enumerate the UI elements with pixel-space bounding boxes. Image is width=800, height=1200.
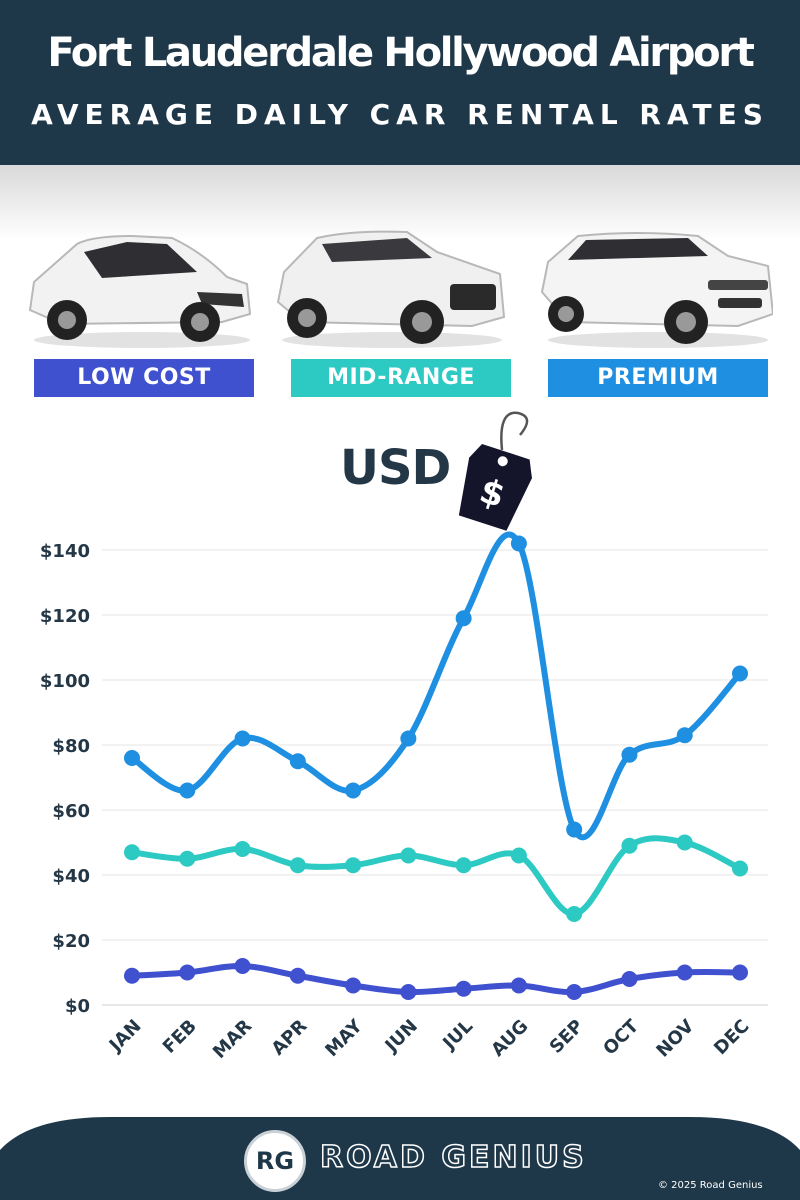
header-shadow [0, 165, 800, 240]
x-tick-label: OCT [599, 1015, 643, 1059]
data-point-premium [732, 665, 748, 682]
data-point-premium [400, 730, 417, 747]
data-point-low-cost [289, 967, 306, 984]
y-tick-label: $100 [40, 671, 90, 692]
data-point-premium [510, 535, 527, 552]
data-point-mid-range [732, 860, 748, 877]
car-mid-range-icon [276, 230, 506, 348]
data-point-mid-range [124, 844, 140, 861]
x-tick-label: FEB [159, 1016, 201, 1058]
x-tick-label: MAR [209, 1016, 256, 1063]
x-tick-label: JUN [380, 1016, 422, 1058]
rental-rate-chart: $0 $20 $40 $60 $80 $100 $120 $140 JAN FEB MAR APR MA… [40, 531, 768, 1063]
series-line-low-cost [129, 962, 743, 996]
y-tick-label: $20 [52, 931, 90, 952]
car-low-cost-icon [28, 234, 252, 348]
price-tag-icon: $ [458, 411, 532, 531]
x-tick-label: MAY [321, 1015, 367, 1061]
x-tick-label: JUL [438, 1016, 477, 1055]
x-tick-label: JAN [104, 1016, 146, 1058]
y-tick-label: $140 [40, 541, 90, 562]
footer-band [0, 1117, 800, 1200]
data-point-mid-range [400, 847, 417, 864]
data-point-premium [566, 821, 583, 838]
data-point-low-cost [510, 977, 527, 994]
data-point-mid-range [510, 847, 527, 864]
y-tick-label: $80 [52, 736, 90, 757]
data-point-premium [289, 753, 306, 770]
data-point-mid-range [179, 850, 196, 867]
data-point-low-cost [621, 971, 638, 987]
y-tick-label: $0 [65, 996, 90, 1017]
x-tick-label: APR [268, 1016, 312, 1060]
page-subtitle: AVERAGE DAILY CAR RENTAL RATES [31, 98, 769, 131]
badge-premium: PREMIUM [548, 359, 768, 397]
data-point-premium [345, 782, 362, 799]
x-tick-label: SEP [546, 1016, 588, 1058]
badge-low-cost: LOW COST [34, 359, 254, 397]
data-point-low-cost [732, 964, 748, 981]
footer-copyright: © 2025 Road Genius [658, 1180, 763, 1191]
series-line-mid-range [129, 835, 743, 917]
data-point-premium [621, 746, 638, 763]
y-tick-label: $60 [52, 801, 90, 822]
data-point-premium [455, 610, 472, 627]
data-point-low-cost [400, 984, 417, 1000]
data-point-mid-range [289, 857, 306, 874]
x-tick-label: AUG [487, 1016, 532, 1061]
data-point-low-cost [124, 967, 140, 984]
x-tick-label: DEC [710, 1016, 753, 1059]
currency-label: USD [340, 440, 451, 496]
y-tick-label: $120 [40, 606, 90, 627]
y-tick-label: $40 [52, 866, 90, 887]
series-line-premium [129, 531, 743, 841]
data-point-premium [676, 727, 693, 744]
data-point-mid-range [345, 857, 362, 874]
x-tick-label: NOV [652, 1016, 698, 1062]
data-point-premium [179, 782, 196, 799]
data-point-mid-range [676, 834, 693, 851]
footer-brand: ROAD GENIUS [319, 1139, 587, 1176]
data-point-low-cost [455, 980, 472, 997]
data-point-low-cost [179, 964, 196, 981]
header: Fort Lauderdale Hollywood Airport AVERAG… [0, 0, 800, 165]
data-point-mid-range [566, 906, 583, 922]
data-point-low-cost [566, 984, 583, 1000]
car-premium-icon [540, 232, 773, 348]
data-point-low-cost [234, 958, 251, 974]
data-point-mid-range [234, 841, 251, 857]
data-point-low-cost [676, 964, 693, 981]
badge-mid-range: MID-RANGE [291, 359, 511, 397]
data-point-low-cost [345, 977, 362, 994]
data-point-mid-range [621, 837, 638, 854]
data-point-mid-range [455, 857, 472, 874]
page-title: Fort Lauderdale Hollywood Airport [47, 30, 754, 76]
data-point-premium [234, 730, 251, 747]
road-genius-logo: RG [244, 1130, 306, 1192]
data-point-premium [124, 750, 140, 766]
